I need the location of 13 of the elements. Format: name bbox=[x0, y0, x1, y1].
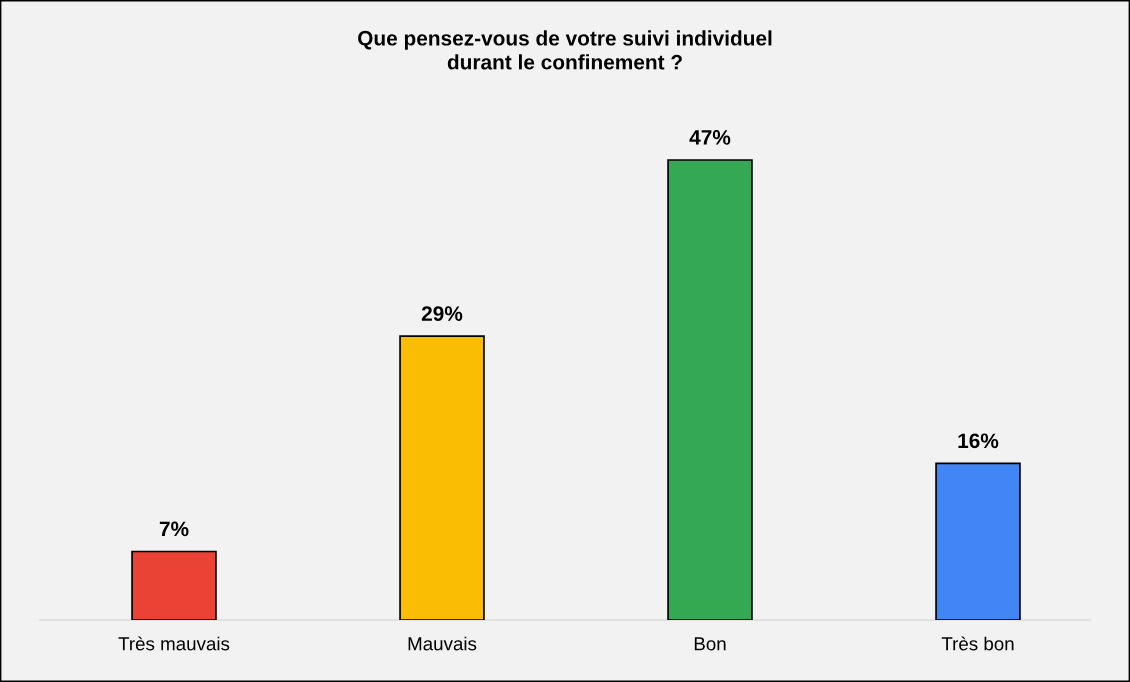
bar bbox=[667, 159, 753, 620]
x-tick-label: Très bon bbox=[941, 636, 1014, 651]
bar bbox=[399, 335, 485, 620]
data-label: 47% bbox=[689, 130, 731, 145]
bar bbox=[935, 462, 1021, 620]
data-label: 16% bbox=[958, 433, 999, 449]
data-label: 7% bbox=[159, 521, 189, 537]
x-tick-label: Très mauvais bbox=[118, 636, 230, 651]
chart-title: Que pensez-vous de votre suivi individuel durant le confinement ? bbox=[358, 30, 772, 70]
data-label: 29% bbox=[421, 306, 463, 321]
x-tick-label: Bon bbox=[694, 637, 726, 651]
bar bbox=[131, 550, 217, 620]
x-tick-label: Mauvais bbox=[408, 636, 477, 651]
